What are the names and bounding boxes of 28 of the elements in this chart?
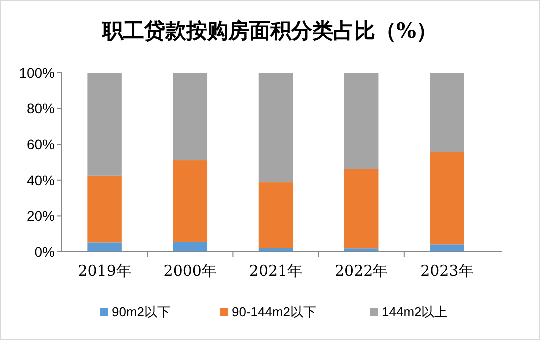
bar (430, 152, 464, 245)
chart-title: 职工贷款按购房面积分类占比（%） (102, 18, 438, 43)
y-tick-label: 100% (19, 64, 55, 81)
x-tick-label: 2023年 (420, 262, 474, 280)
bar (173, 73, 208, 161)
legend-label: 90-144m2以下 (232, 304, 317, 320)
y-tick-label: 60% (26, 136, 55, 152)
x-tick-label: 2019年 (78, 262, 132, 280)
bar (344, 169, 379, 249)
bar (173, 242, 208, 252)
x-tick-label: 2022年 (335, 262, 388, 280)
bar (430, 244, 464, 252)
bar (173, 160, 208, 242)
bar (258, 182, 294, 248)
y-tick-label: 0% (34, 244, 55, 260)
bar (258, 73, 294, 183)
legend-label: 90m2以下 (112, 304, 171, 320)
legend-label: 144m2以上 (382, 304, 448, 320)
bar (88, 242, 122, 252)
x-tick-label: 2021年 (249, 262, 303, 280)
bar (430, 73, 464, 152)
bar (344, 73, 379, 170)
y-tick-label: 80% (26, 100, 55, 117)
bar (88, 176, 122, 243)
bar (88, 73, 122, 176)
y-tick-label: 20% (26, 208, 55, 224)
x-tick-label: 2000年 (164, 262, 217, 280)
y-tick-label: 40% (26, 172, 55, 188)
